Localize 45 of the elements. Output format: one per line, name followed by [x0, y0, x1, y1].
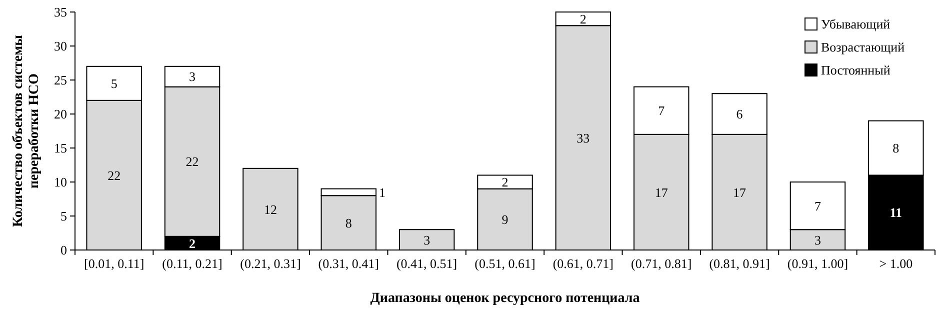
x-tick-label: [0.01, 0.11] — [84, 256, 144, 271]
y-tick-label: 15 — [54, 140, 67, 156]
data-label: 22 — [186, 154, 199, 170]
data-label: 2 — [580, 11, 586, 26]
data-label: 7 — [814, 198, 822, 214]
data-label: 7 — [658, 103, 666, 118]
data-label: 3 — [189, 69, 196, 84]
data-label: 17 — [654, 184, 668, 200]
data-label: 33 — [576, 130, 590, 146]
data-label: 6 — [736, 106, 744, 122]
x-tick-label: (0.51, 0.61] — [474, 256, 536, 271]
data-label: 3 — [814, 232, 821, 248]
data-label: 9 — [502, 212, 508, 227]
legend-label: Убывающий — [821, 16, 890, 32]
x-tick-label: (0.21, 0.31] — [240, 256, 301, 271]
x-tick-label: (0.71, 0.81] — [631, 256, 692, 271]
data-label: 8 — [345, 215, 352, 230]
x-tick-label: > 1.00 — [879, 256, 913, 271]
y-tick-label: 5 — [60, 208, 67, 224]
x-tick-label: (0.81, 0.91] — [709, 256, 770, 271]
x-axis-title: Диапазоны оценок ресурсного потенциала — [370, 291, 640, 306]
y-axis-title: Количество объектов системы переработки НСО — [11, 34, 42, 228]
x-tick-label: (0.11, 0.21] — [162, 256, 222, 271]
x-tick-label: (0.91, 1.00] — [787, 256, 848, 271]
y-tick-label: 20 — [54, 106, 67, 122]
legend-label: Постоянный — [821, 62, 890, 78]
data-label: 17 — [733, 184, 747, 200]
x-tick-label: (0.41, 0.51] — [396, 256, 458, 271]
y-tick-label: 25 — [54, 72, 67, 88]
data-label: 2 — [189, 236, 196, 251]
y-tick-label: 10 — [54, 174, 67, 190]
data-label: 12 — [264, 202, 277, 217]
x-tick-label: (0.61, 0.71] — [552, 256, 614, 271]
x-tick-label: (0.31, 0.41] — [318, 256, 379, 271]
y-tick-label: 35 — [54, 4, 67, 20]
data-label: 1 — [379, 184, 386, 200]
y-tick-label: 30 — [54, 38, 67, 54]
data-label: 5 — [110, 76, 118, 91]
y-tick-label: 0 — [60, 242, 67, 258]
data-label: 11 — [890, 205, 902, 220]
data-label: 22 — [108, 168, 121, 183]
data-label: 3 — [424, 232, 430, 248]
data-label: 2 — [502, 174, 508, 190]
data-label: 8 — [892, 140, 900, 156]
legend-label: Возрастающий — [821, 40, 905, 55]
